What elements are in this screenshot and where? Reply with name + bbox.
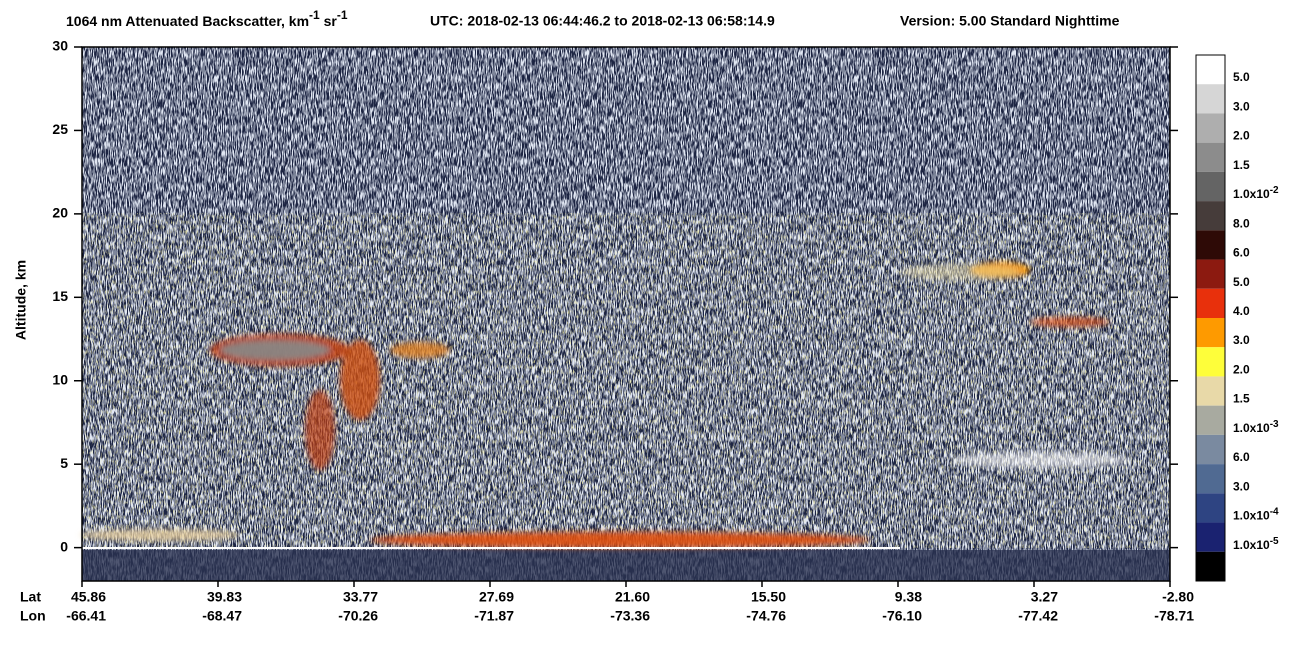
colorbar-box bbox=[1196, 55, 1225, 85]
colorbar-label: 6.0 bbox=[1233, 246, 1250, 260]
colorbar-box bbox=[1196, 493, 1225, 523]
lat-label: 27.69 bbox=[479, 589, 514, 605]
y-tick-label: 5 bbox=[60, 455, 68, 471]
lat-label: 3.27 bbox=[1031, 589, 1058, 605]
colorbar-box bbox=[1196, 142, 1225, 172]
lon-label: -78.71 bbox=[1154, 608, 1194, 624]
title-unit: sr bbox=[320, 13, 338, 29]
colorbar-box bbox=[1196, 259, 1225, 289]
colorbar-label: 1.0x10-3 bbox=[1233, 419, 1279, 436]
lon-label: -74.76 bbox=[746, 608, 786, 624]
y-tick-label: 30 bbox=[52, 38, 68, 54]
lon-label: -73.36 bbox=[610, 608, 650, 624]
colorbar-box bbox=[1196, 230, 1225, 260]
colorbar-label: 3.0 bbox=[1233, 480, 1250, 494]
colorbar-box bbox=[1196, 405, 1225, 435]
title-sup: -1 bbox=[309, 8, 320, 22]
colorbar-label-exp: -3 bbox=[1270, 419, 1279, 430]
colorbar-label: 1.5 bbox=[1233, 392, 1250, 406]
y-axis-label: Altitude, km bbox=[13, 260, 29, 340]
lat-label: 39.83 bbox=[207, 589, 242, 605]
colorbar-box bbox=[1196, 347, 1225, 377]
y-tick-label: 10 bbox=[52, 371, 68, 387]
lat-label: 15.50 bbox=[751, 589, 786, 605]
colorbar-label-exp: -2 bbox=[1270, 185, 1279, 196]
colorbar-label: 3.0 bbox=[1233, 333, 1250, 347]
colorbar-label-base: 6.0 bbox=[1233, 246, 1250, 260]
colorbar-label-base: 3.0 bbox=[1233, 480, 1250, 494]
lat-label: -2.80 bbox=[1162, 589, 1194, 605]
colorbar-label-base: 1.5 bbox=[1233, 158, 1250, 172]
title-utc: UTC: 2018-02-13 06:44:46.2 to 2018-02-13… bbox=[430, 13, 775, 29]
colorbar-label-base: 1.0x10 bbox=[1233, 538, 1270, 552]
colorbar-label-base: 3.0 bbox=[1233, 333, 1250, 347]
colorbar-box bbox=[1196, 171, 1225, 202]
colorbar-label-base: 4.0 bbox=[1233, 304, 1250, 318]
colorbar-label-base: 5.0 bbox=[1233, 275, 1250, 289]
colorbar-box bbox=[1196, 376, 1225, 406]
colorbar-label-exp: -4 bbox=[1270, 506, 1279, 517]
colorbar-label: 5.0 bbox=[1233, 70, 1250, 84]
lon-label: -71.87 bbox=[474, 608, 514, 624]
colorbar-label: 3.0 bbox=[1233, 100, 1250, 114]
features bbox=[80, 262, 1130, 548]
colorbar-label-base: 1.0x10 bbox=[1233, 421, 1270, 435]
colorbar-box bbox=[1196, 434, 1225, 465]
y-tick-label: 25 bbox=[52, 121, 68, 137]
colorbar-box bbox=[1196, 318, 1225, 348]
colorbar-box bbox=[1196, 113, 1225, 143]
lat-label: 45.86 bbox=[71, 589, 106, 605]
colorbar-label: 5.0 bbox=[1233, 275, 1250, 289]
colorbar-box bbox=[1196, 551, 1225, 581]
y-tick-label: 20 bbox=[52, 205, 68, 221]
lon-label: -68.47 bbox=[202, 608, 242, 624]
y-tick-label: 0 bbox=[60, 538, 68, 554]
colorbar-label: 6.0 bbox=[1233, 450, 1250, 464]
colorbar-label-base: 1.5 bbox=[1233, 392, 1250, 406]
colorbar-box bbox=[1196, 84, 1225, 114]
y-tick-label: 15 bbox=[52, 288, 68, 304]
colorbar-label-base: 2.0 bbox=[1233, 129, 1250, 143]
colorbar-box bbox=[1196, 522, 1225, 552]
colorbar-box bbox=[1196, 201, 1225, 231]
title-quantity: 1064 nm Attenuated Backscatter, km bbox=[66, 13, 309, 29]
colorbar-label-base: 1.0x10 bbox=[1233, 187, 1270, 201]
lon-label: -70.26 bbox=[338, 608, 378, 624]
colorbar-label-exp: -5 bbox=[1270, 535, 1279, 546]
lon-label: -77.42 bbox=[1018, 608, 1058, 624]
lat-label: 21.60 bbox=[615, 589, 650, 605]
title: 1064 nm Attenuated Backscatter, km-1 sr-… bbox=[66, 8, 348, 29]
colorbar-label: 1.0x10-5 bbox=[1233, 535, 1279, 552]
title-version: Version: 5.00 Standard Nighttime bbox=[900, 13, 1120, 29]
colorbar-label: 1.0x10-4 bbox=[1233, 506, 1279, 523]
colorbar-box bbox=[1196, 288, 1225, 318]
lon-label: -76.10 bbox=[882, 608, 922, 624]
colorbar-label: 1.5 bbox=[1233, 158, 1250, 172]
colorbar-label: 2.0 bbox=[1233, 129, 1250, 143]
lat-label: 33.77 bbox=[343, 589, 378, 605]
title-sup: -1 bbox=[337, 8, 348, 22]
lat-label: 9.38 bbox=[895, 589, 922, 605]
colorbar-label-base: 5.0 bbox=[1233, 70, 1250, 84]
colorbar-label-base: 8.0 bbox=[1233, 217, 1250, 231]
colorbar-label: 2.0 bbox=[1233, 363, 1250, 377]
colorbar-label-base: 1.0x10 bbox=[1233, 509, 1270, 523]
colorbar-label-base: 3.0 bbox=[1233, 100, 1250, 114]
colorbar-label: 8.0 bbox=[1233, 217, 1250, 231]
ground bbox=[82, 550, 1170, 581]
x-row-title: Lat bbox=[20, 589, 41, 605]
colorbar-label-base: 6.0 bbox=[1233, 450, 1250, 464]
colorbar-label: 1.0x10-2 bbox=[1233, 185, 1279, 202]
colorbar-box bbox=[1196, 464, 1225, 494]
colorbar-label: 4.0 bbox=[1233, 304, 1250, 318]
lon-label: -66.41 bbox=[66, 608, 106, 624]
plot-area bbox=[80, 46, 1171, 582]
x-row-title: Lon bbox=[20, 608, 46, 624]
colorbar-frame bbox=[1195, 54, 1226, 582]
colorbar-label-base: 2.0 bbox=[1233, 363, 1250, 377]
